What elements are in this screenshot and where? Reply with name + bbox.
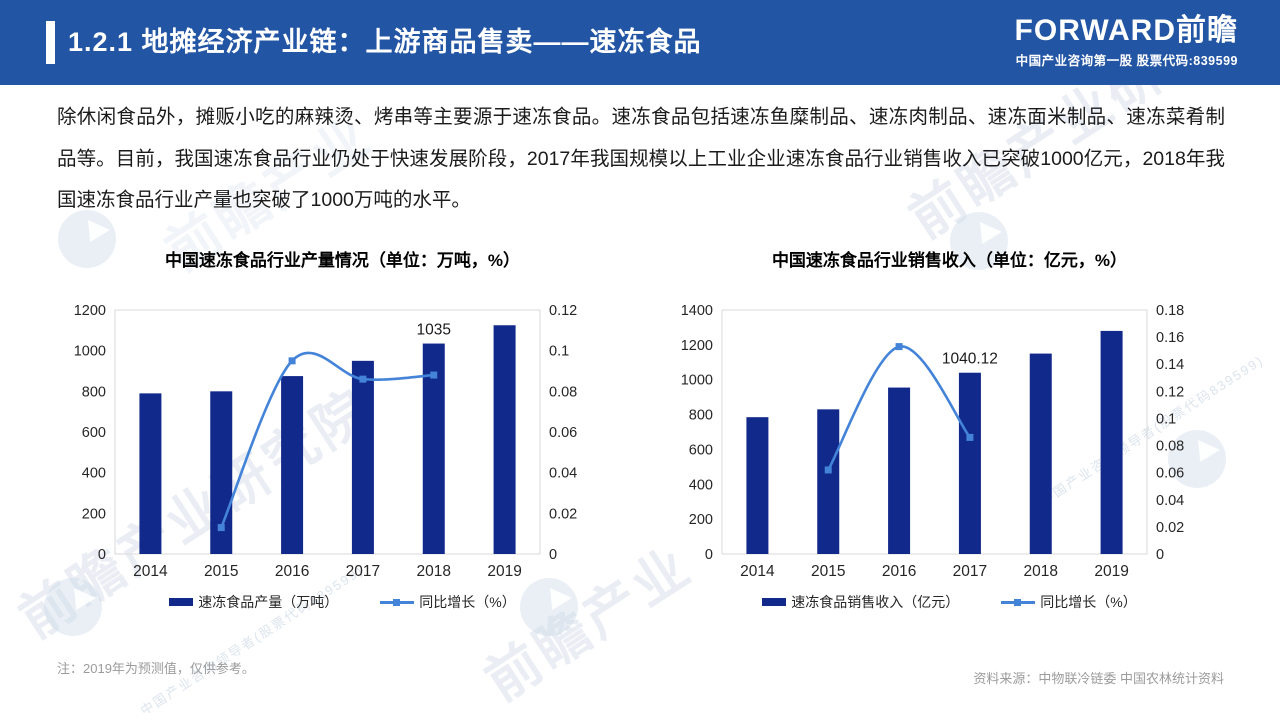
svg-text:0.12: 0.12	[549, 303, 577, 319]
svg-text:2018: 2018	[417, 563, 451, 580]
logo-subtitle: 中国产业咨询第一股 股票代码:839599	[1015, 54, 1238, 68]
chart-title: 中国速冻食品行业产量情况（单位：万吨，%）	[164, 251, 521, 270]
watermark-text: 中国产业咨询领导者(股票代码839599)	[120, 562, 383, 718]
legend-label: 同比增长（%）	[419, 594, 516, 610]
forward-bird-watermark-icon	[1168, 430, 1226, 488]
revenue-chart-legend: 速冻食品销售收入（亿元） 同比增长（%）	[662, 592, 1237, 612]
svg-text:600: 600	[82, 425, 106, 441]
svg-text:2017: 2017	[346, 563, 380, 580]
logo-text: FORWARD前瞻	[1014, 14, 1238, 47]
svg-text:2019: 2019	[487, 563, 521, 580]
production-chart-legend: 速冻食品产量（万吨） 同比增长（%）	[55, 592, 630, 612]
revenue-chart-canvas: 0 200 400 600 800 1000 1200 1400 0 0.02 0.04 0.06 0.…	[681, 303, 1185, 580]
data-source: 资料来源：中物联冷链委 中国农林统计资料	[973, 671, 1224, 686]
legend-item: 速冻食品产量（万吨）	[169, 592, 338, 612]
svg-text:0.02: 0.02	[1156, 520, 1184, 536]
svg-text:1035: 1035	[417, 322, 451, 339]
svg-text:0: 0	[549, 547, 557, 563]
forward-bird-watermark-icon	[58, 210, 116, 268]
footnote: 注：2019年为预测值，仅供参考。	[57, 661, 255, 676]
svg-text:0.12: 0.12	[1156, 384, 1184, 400]
svg-text:400: 400	[689, 477, 713, 493]
svg-text:2015: 2015	[811, 563, 845, 580]
svg-text:0.04: 0.04	[1156, 493, 1184, 509]
chart-title: 中国速冻食品行业销售收入（单位：亿元，%）	[771, 251, 1128, 270]
title-accent-bar	[46, 21, 55, 64]
svg-text:0.14: 0.14	[1156, 357, 1184, 373]
svg-text:0.08: 0.08	[1156, 439, 1184, 455]
production-chart-canvas: 0 200 400 600 800 1000 1200 0 0.02 0.04 0.06 0.08 0.…	[74, 303, 578, 580]
svg-text:0.06: 0.06	[1156, 466, 1184, 482]
svg-text:2018: 2018	[1024, 563, 1058, 580]
svg-text:0.02: 0.02	[549, 506, 577, 522]
legend-item: 速冻食品销售收入（亿元）	[762, 592, 959, 612]
intro-paragraph: 除休闲食品外，摊贩小吃的麻辣烫、烤串等主要源于速冻食品。速冻食品包括速冻鱼糜制品…	[57, 106, 1225, 211]
legend-label: 速冻食品销售收入（亿元）	[791, 594, 960, 610]
svg-text:0.08: 0.08	[549, 384, 577, 400]
line-series-swatch-icon	[1001, 598, 1036, 607]
svg-text:200: 200	[689, 512, 713, 528]
chart-block-production: 中国速冻食品行业产量情况（单位：万吨，%） 0 200 400 600 800 1000 1…	[55, 248, 630, 612]
svg-text:1200: 1200	[74, 303, 106, 319]
svg-text:1000: 1000	[681, 373, 713, 389]
forward-bird-watermark-icon	[44, 578, 102, 636]
legend-item: 同比增长（%）	[1001, 592, 1137, 612]
svg-text:0.18: 0.18	[1156, 303, 1184, 319]
forward-bird-watermark-icon	[520, 578, 578, 636]
svg-text:2017: 2017	[953, 563, 987, 580]
svg-text:2016: 2016	[882, 563, 916, 580]
svg-text:1200: 1200	[681, 338, 713, 354]
svg-text:2014: 2014	[740, 563, 775, 580]
svg-text:2016: 2016	[275, 563, 309, 580]
svg-text:0.1: 0.1	[1156, 411, 1176, 427]
svg-text:200: 200	[82, 506, 106, 522]
svg-text:800: 800	[689, 408, 713, 424]
svg-text:0: 0	[705, 547, 713, 563]
page-title: 1.2.1 地摊经济产业链：上游商品售卖——速冻食品	[68, 27, 702, 57]
svg-text:600: 600	[689, 442, 713, 458]
forward-logo: FORWARD前瞻 中国产业咨询第一股 股票代码:839599	[1015, 15, 1238, 69]
svg-text:0.06: 0.06	[549, 425, 577, 441]
svg-text:0.16: 0.16	[1156, 330, 1184, 346]
svg-text:400: 400	[82, 466, 106, 482]
svg-text:800: 800	[82, 384, 106, 400]
forward-bird-watermark-icon	[950, 212, 1008, 270]
svg-text:1040.12: 1040.12	[942, 351, 998, 368]
legend-item: 同比增长（%）	[380, 592, 516, 612]
svg-text:0: 0	[1156, 547, 1164, 563]
svg-text:0: 0	[98, 547, 106, 563]
svg-text:2019: 2019	[1094, 563, 1128, 580]
line-series-swatch-icon	[380, 598, 415, 607]
bar-series-swatch-icon	[762, 598, 787, 606]
svg-text:0.04: 0.04	[549, 466, 577, 482]
revenue-chart-figure: 中国速冻食品行业销售收入（单位：亿元，%） 0 200 400 600 800 1000 1…	[662, 248, 1237, 612]
legend-label: 速冻食品产量（万吨）	[198, 594, 339, 610]
svg-text:2014: 2014	[133, 563, 168, 580]
svg-text:2015: 2015	[204, 563, 238, 580]
header: 1.2.1 地摊经济产业链：上游商品售卖——速冻食品 FORWARD前瞻 中国产…	[0, 0, 1280, 85]
legend-label: 同比增长（%）	[1040, 594, 1137, 610]
chart-block-revenue: 中国速冻食品行业销售收入（单位：亿元，%） 0 200 400 600 800 1000 1…	[662, 248, 1237, 612]
svg-text:1400: 1400	[681, 303, 713, 319]
svg-text:1000: 1000	[74, 344, 106, 360]
bar-series-swatch-icon	[169, 598, 194, 606]
svg-text:0.1: 0.1	[549, 344, 569, 360]
production-chart-figure: 中国速冻食品行业产量情况（单位：万吨，%） 0 200 400 600 800 1000 1…	[55, 248, 630, 612]
